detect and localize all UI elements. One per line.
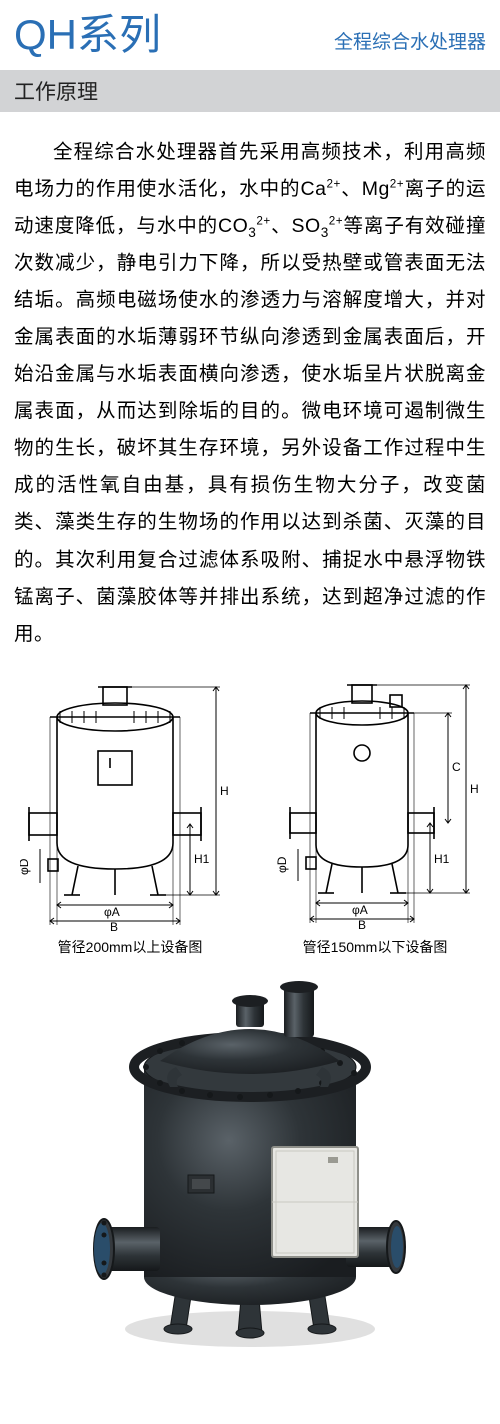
label-H1: H1 xyxy=(434,852,450,866)
body-paragraph: 全程综合水处理器首先采用高频技术，利用高频电场力的作用使水活化，水中的Ca2+、… xyxy=(0,112,500,663)
product-photo-icon xyxy=(70,977,430,1357)
schematic-left-icon: H H1 φA B φD xyxy=(20,673,240,933)
label-C: C xyxy=(452,760,461,774)
section-heading: 工作原理 xyxy=(0,70,500,112)
label-phiA: φA xyxy=(104,905,120,919)
label-H: H xyxy=(470,782,479,796)
label-B: B xyxy=(358,918,366,932)
page-header: QH系列 全程综合水处理器 xyxy=(0,0,500,64)
label-phiA: φA xyxy=(352,903,368,917)
diagram-right-caption: 管径150mm以下设备图 xyxy=(270,933,480,957)
diagram-left: H H1 φA B φD 管径200mm以上设备图 xyxy=(20,673,240,957)
label-H1: H1 xyxy=(194,852,210,866)
schematic-right-icon: H C H1 φA B φD xyxy=(270,673,480,933)
diagram-left-caption: 管径200mm以上设备图 xyxy=(20,933,240,957)
label-phiD: φD xyxy=(20,858,31,875)
label-phiD: φD xyxy=(275,856,289,873)
series-title: QH系列 xyxy=(14,14,161,56)
series-subtitle: 全程综合水处理器 xyxy=(334,33,486,56)
product-photo xyxy=(0,957,500,1387)
diagram-right: H C H1 φA B φD 管径150mm以下设备图 xyxy=(270,673,480,957)
label-B: B xyxy=(110,920,118,933)
diagrams-row: H H1 φA B φD 管径200mm以上设备图 xyxy=(0,663,500,957)
label-H: H xyxy=(220,784,229,798)
